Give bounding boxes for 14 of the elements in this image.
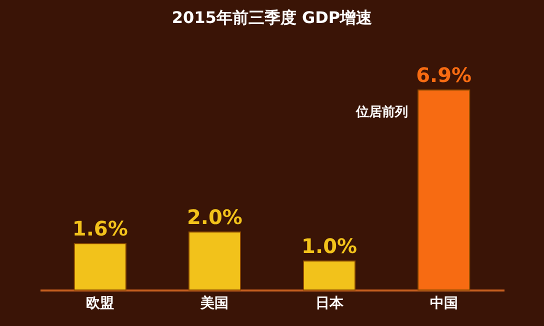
x-tick-label: 欧盟	[86, 296, 114, 312]
data-label: 6.9%	[416, 63, 472, 87]
x-tick-label: 中国	[430, 296, 458, 312]
bar	[303, 260, 356, 290]
chart-title: 2015年前三季度 GDP增速	[172, 8, 374, 27]
x-tick-label: 美国	[200, 294, 229, 312]
data-label: 1.0%	[302, 234, 358, 258]
bar	[188, 232, 241, 290]
x-tick-label: 日本	[315, 296, 344, 312]
bar	[74, 243, 126, 290]
data-label: 1.6%	[72, 216, 128, 241]
annotation: 位居前列	[354, 105, 408, 120]
data-label: 2.0%	[186, 205, 242, 230]
bar	[418, 90, 470, 290]
